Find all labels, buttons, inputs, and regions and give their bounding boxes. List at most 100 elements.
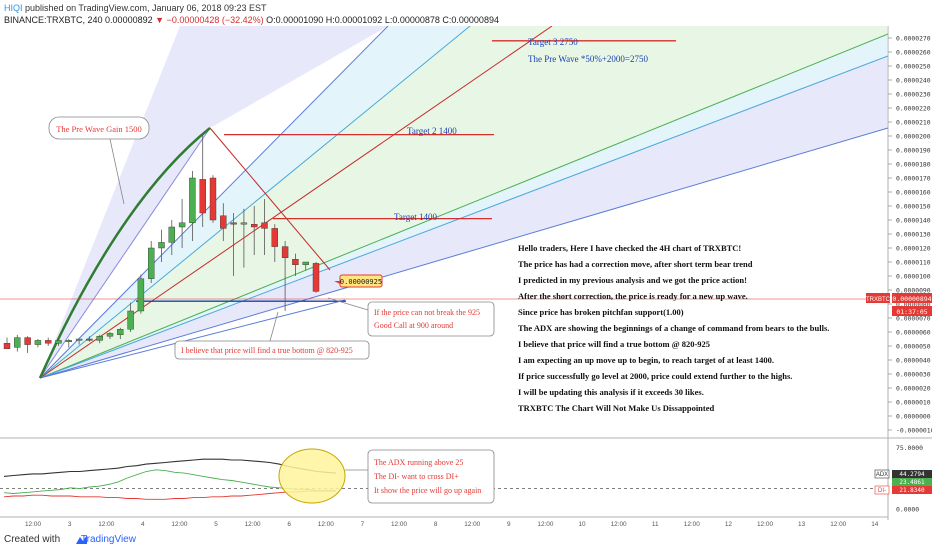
price-tick-label: 0.0000000 — [896, 413, 931, 421]
candle — [312, 262, 320, 293]
candle — [209, 175, 217, 223]
time-axis[interactable]: 12:00 3 12:00 4 12:00 5 12:00 6 12:00 7 12:00 8 12:0… — [25, 521, 879, 528]
pre-wave-arc[interactable] — [38, 127, 211, 379]
candle-body-up — [75, 338, 83, 341]
price-tick-label: 0.0000150 — [896, 203, 931, 211]
candle-body-up — [168, 226, 176, 243]
candle — [14, 334, 21, 352]
tradingview-brand[interactable]: TradingView — [80, 534, 136, 545]
price-tick-label: 0.0000080 — [896, 301, 931, 309]
ohlc-low: L:0.00000878 — [384, 15, 440, 25]
time-tick-label: 11 — [652, 521, 659, 528]
fan-top-descend-line — [209, 127, 331, 271]
analysis-line: Hello traders, Here I have checked the 4… — [518, 243, 741, 253]
price-tick-label: 0.0000180 — [896, 161, 931, 169]
time-tick-label: 12 — [725, 521, 733, 528]
time-tick-label: 12:00 — [98, 521, 114, 528]
candle-body-up — [117, 329, 124, 336]
candle — [199, 133, 206, 227]
adx-note-2: The DI- want to cross DI+ — [374, 472, 459, 481]
price-tick-label: 0.0000100 — [896, 273, 931, 281]
candle — [250, 206, 258, 255]
time-tick-label: 12:00 — [171, 521, 187, 528]
candle — [3, 337, 11, 350]
symbol-label[interactable]: BINANCE:TRXBTC, 240 — [4, 15, 103, 25]
time-tick-label: 12:00 — [537, 521, 553, 528]
price-tick-label: 0.0000040 — [896, 357, 931, 365]
time-tick-label: 8 — [434, 521, 438, 528]
candle-body-up — [34, 340, 42, 345]
candle — [137, 274, 145, 314]
adx-note-3: It show the price will go up again — [374, 486, 481, 495]
price-tick-label: 0.0000190 — [896, 147, 931, 155]
candle-body-up — [55, 340, 62, 344]
analysis-line: I believe that price will find a true bo… — [518, 339, 710, 349]
time-tick-label: 12:00 — [684, 521, 700, 528]
price-tick-label: 0.0000140 — [896, 217, 931, 225]
candle — [230, 213, 237, 276]
last-price-tag: TRXBTC 0.00000894 01:37:05 — [866, 293, 932, 316]
candle-body-up — [147, 247, 155, 279]
candle — [65, 339, 73, 348]
marker-value: 0.00000925 — [340, 278, 382, 286]
candle-body-up — [158, 242, 165, 249]
price-tick-label: 0.0000020 — [896, 385, 931, 393]
price-tick-label: 0.0000070 — [896, 315, 931, 323]
price-tick-label: -0.0000010 — [896, 427, 932, 435]
candle — [178, 199, 186, 248]
candle — [271, 224, 278, 262]
time-tick-label: 12:00 — [391, 521, 407, 528]
analysis-line: The ADX are showing the beginnings of a … — [518, 323, 829, 333]
candle-body-up — [178, 222, 186, 228]
last-price-symbol: TRXBTC — [866, 297, 891, 303]
price-axis[interactable]: 0.0000270 0.0000260 0.0000250 0.0000240 0.00… — [888, 35, 932, 435]
price-marker-callout[interactable]: 0.00000925 — [334, 274, 383, 288]
adx-note-1: The ADX running above 25 — [374, 458, 463, 467]
time-tick-label: 12:00 — [245, 521, 261, 528]
analysis-line: I predicted in my previous analysis and … — [518, 275, 747, 285]
series-value: 23.4861 — [899, 479, 925, 486]
fan-line-3 — [39, 33, 888, 379]
callout-true-bottom[interactable]: I believe that price will find a true bo… — [174, 311, 370, 360]
candle-body-down — [209, 177, 217, 221]
candle-body-down — [3, 343, 11, 350]
price-tick-label: 0.0000240 — [896, 77, 931, 85]
series-name: DI- — [878, 488, 886, 494]
series-value: 21.8340 — [899, 487, 925, 494]
last-price-value: 0.00000894 — [892, 295, 931, 303]
true-bottom-text: I believe that price will find a true bo… — [181, 346, 353, 355]
analysis-line: I will be updating this analysis if it e… — [518, 387, 704, 397]
time-tick-label: 12:00 — [464, 521, 480, 528]
price-tick-label: 0.0000120 — [896, 245, 931, 253]
adx-series-0 — [3, 458, 337, 477]
fan-support-line — [39, 299, 346, 379]
level-lines[interactable] — [136, 40, 676, 302]
time-tick-label: 12:00 — [318, 521, 334, 528]
pitchfan[interactable] — [38, 26, 888, 379]
time-tick-label: 5 — [214, 521, 218, 528]
candle — [127, 302, 134, 332]
price-tick-label: 0.0000270 — [896, 35, 931, 43]
candle — [168, 220, 176, 255]
callout-break-925[interactable]: If the price can not break the 925 Good … — [327, 297, 495, 337]
series-value-box — [892, 486, 932, 494]
candles[interactable] — [3, 133, 320, 353]
tradingview-logo-icon — [76, 535, 87, 544]
candle-body-down — [24, 337, 31, 345]
candle — [45, 337, 52, 346]
candle — [158, 229, 165, 262]
callout-prewave-gain[interactable]: The Pre Wave Gain 1500 — [48, 116, 150, 205]
price-tick-label: 0.0000050 — [896, 343, 931, 351]
break-925-line1: If the price can not break the 925 — [374, 308, 480, 317]
series-value-box — [892, 478, 932, 486]
candle-body-up — [106, 333, 114, 337]
adx-callout[interactable]: The ADX running above 25 The DI- want to… — [278, 448, 495, 504]
fan-edge-line — [39, 127, 211, 379]
adx-tick-label: 0.0000 — [896, 506, 919, 514]
author-name[interactable]: HIQI — [4, 3, 23, 13]
time-tick-label: 12:00 — [757, 521, 773, 528]
series-name-box — [874, 469, 890, 479]
price-tick-label: 0.0000230 — [896, 91, 931, 99]
time-tick-label: 12:00 — [25, 521, 41, 528]
